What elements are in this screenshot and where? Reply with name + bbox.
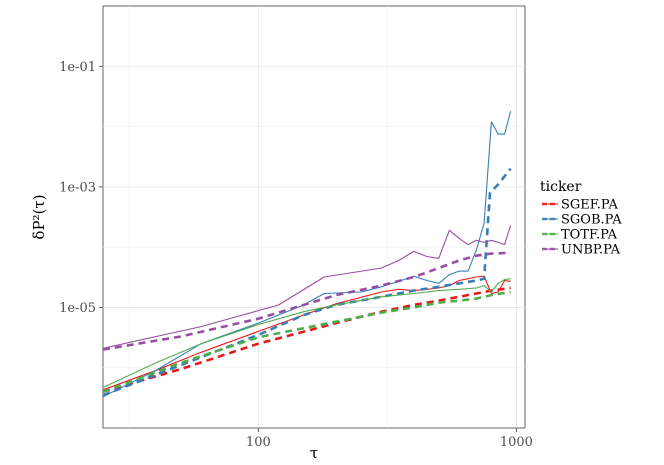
legend-label: SGOB.PA bbox=[561, 213, 622, 228]
x-axis-title: τ bbox=[310, 444, 318, 462]
series-line-unbp-pa-dashed bbox=[103, 251, 511, 351]
y-tick-label: 1e-05 bbox=[59, 301, 96, 316]
y-axis-ticks: 1e-05 1e-03 1e-01 bbox=[59, 60, 103, 316]
y-tick-label: 1e-01 bbox=[59, 60, 96, 75]
legend-entry: UNBP.PA bbox=[542, 243, 621, 258]
series-line-sgob-pa-dashed bbox=[103, 167, 512, 397]
x-axis-ticks: 100 1000 bbox=[246, 428, 533, 450]
legend-label: SGEF.PA bbox=[561, 198, 618, 213]
legend-label: UNBP.PA bbox=[561, 243, 621, 258]
plot-panel bbox=[102, 5, 526, 429]
x-tick-label: 100 bbox=[246, 435, 271, 450]
legend-title: ticker bbox=[540, 179, 582, 195]
legend-label: TOTF.PA bbox=[561, 228, 618, 243]
series-line-unbp-pa-solid bbox=[103, 225, 512, 349]
series-lines bbox=[103, 111, 512, 398]
legend-entry: TOTF.PA bbox=[542, 228, 618, 243]
y-tick-label: 1e-03 bbox=[59, 180, 96, 195]
series-line-totf-pa-dashed bbox=[103, 290, 511, 393]
series-line-totf-pa-solid bbox=[103, 278, 511, 388]
legend-entry: SGOB.PA bbox=[542, 213, 622, 228]
series-line-sgob-pa-solid bbox=[103, 111, 512, 398]
series-line-sgef-pa-dashed bbox=[103, 286, 511, 393]
legend-entry: SGEF.PA bbox=[542, 198, 618, 213]
x-tick-label: 1000 bbox=[500, 435, 533, 450]
y-axis-title: δP²(τ) bbox=[30, 194, 48, 239]
grid-lines bbox=[103, 6, 525, 428]
